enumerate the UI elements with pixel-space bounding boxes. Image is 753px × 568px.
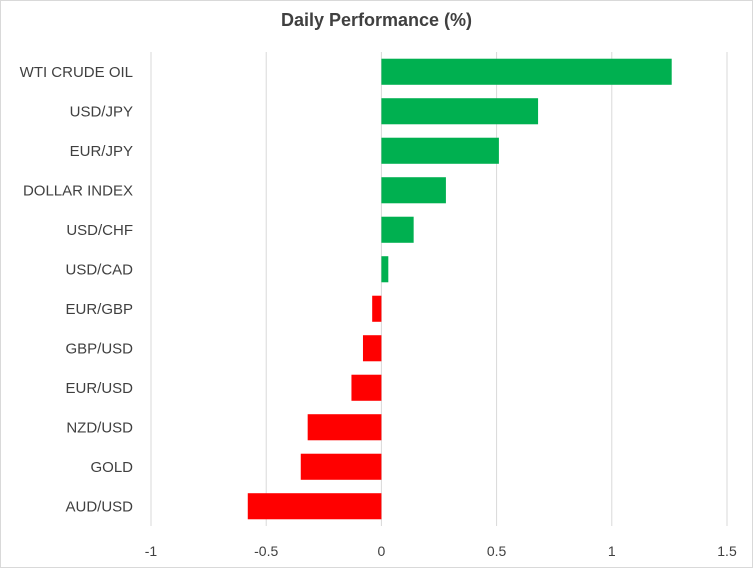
bar (381, 256, 389, 283)
category-label: GBP/USD (65, 340, 133, 357)
category-label: USD/CHF (66, 222, 133, 239)
bar (372, 295, 382, 322)
x-tick-label: -1 (145, 543, 158, 559)
category-label: USD/CAD (65, 261, 133, 278)
category-label: EUR/JPY (70, 143, 133, 160)
bar (300, 453, 382, 480)
bar (307, 414, 382, 441)
chart-title: Daily Performance (%) (280, 10, 473, 30)
category-label: GOLD (90, 459, 133, 476)
bar (381, 137, 499, 164)
category-label: WTI CRUDE OIL (20, 64, 133, 81)
bar (381, 98, 539, 125)
category-label: AUD/USD (65, 498, 133, 515)
x-tick-label: 0.5 (487, 543, 507, 559)
category-label: EUR/GBP (65, 301, 133, 318)
category-label: DOLLAR INDEX (23, 182, 133, 199)
bar (381, 58, 672, 85)
x-tick-label: 1.5 (717, 543, 737, 559)
bar (381, 177, 446, 204)
category-label: EUR/USD (65, 380, 133, 397)
x-tick-label: 1 (608, 543, 616, 559)
bar (362, 335, 382, 362)
bar (381, 216, 414, 243)
x-tick-label: -0.5 (254, 543, 278, 559)
category-label: NZD/USD (66, 419, 133, 436)
x-tick-label: 0 (378, 543, 386, 559)
bar (247, 493, 382, 520)
bar (351, 374, 382, 401)
category-label: USD/JPY (70, 103, 133, 120)
